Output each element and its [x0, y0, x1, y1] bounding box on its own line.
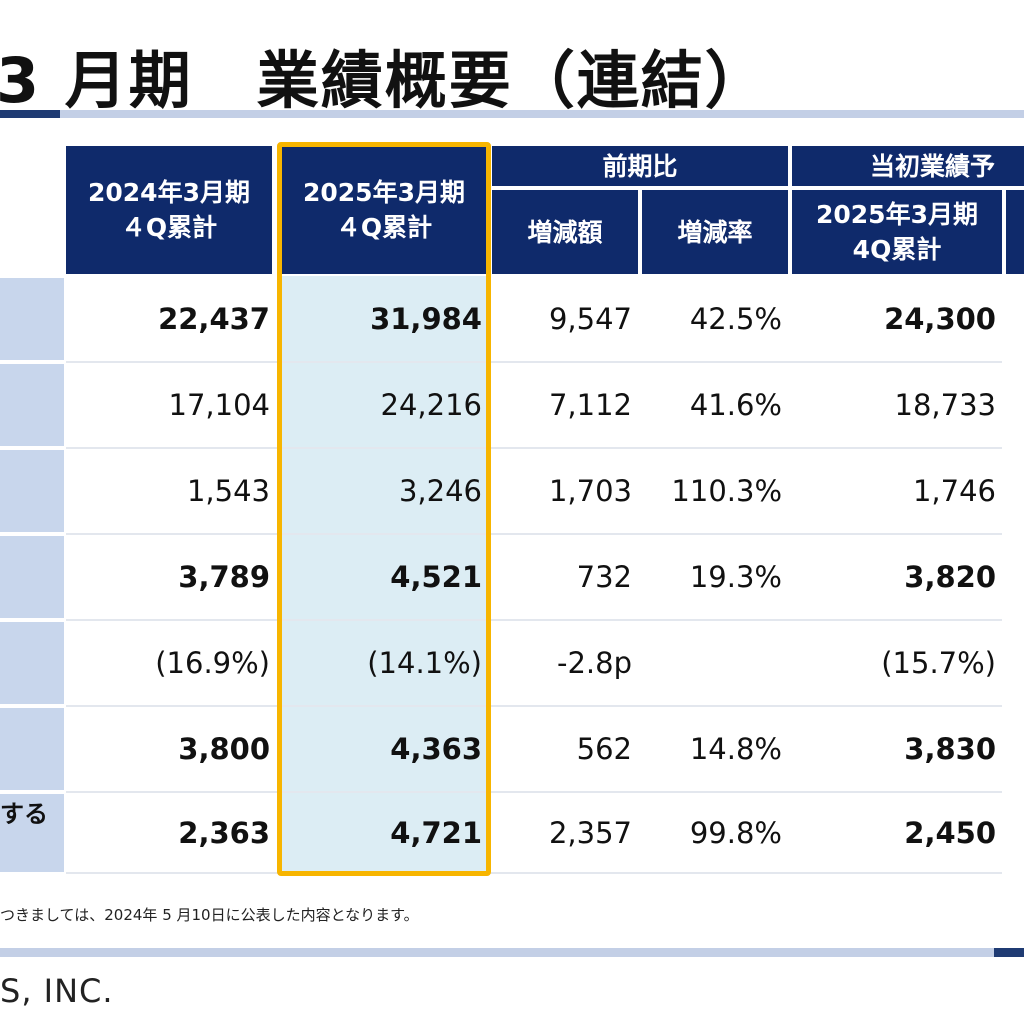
cell-fy2025: 24,216: [380, 388, 482, 422]
row-separator: [66, 533, 1002, 535]
company-name: S, INC.: [0, 972, 114, 1010]
cell-rate: 14.8%: [689, 732, 782, 766]
page-title: 3 月期 業績概要（連結）: [0, 44, 769, 117]
cell-fy2025: (14.1%): [367, 646, 482, 680]
cell-rate: 42.5%: [689, 302, 782, 336]
cell-rate: 110.3%: [671, 474, 782, 508]
row-label-3: [0, 450, 64, 532]
cell-rate: [642, 622, 788, 704]
cell-fy2025: 4,363: [390, 732, 482, 766]
header-fy2024: 2024年3月期 ４Q累計: [66, 146, 272, 274]
header-forecast-line2: 4Q累計: [852, 235, 942, 264]
row-separator: [66, 705, 1002, 707]
header-forecast-line1: 2025年3月期: [816, 200, 978, 229]
row-separator: [66, 447, 1002, 449]
cell-forecast: 1,746: [912, 474, 996, 508]
cell-fy2024: 17,104: [168, 388, 270, 422]
footnote: つきましては、2024年 5 月10日に公表した内容となります。: [0, 906, 419, 924]
footer-bar: [0, 948, 994, 957]
cell-diff: 732: [576, 560, 632, 594]
cell-diff: 2,357: [548, 816, 632, 850]
cell-fy2025: 4,521: [390, 560, 482, 594]
cell-forecast: 24,300: [884, 302, 996, 336]
cell-fy2024: 22,437: [158, 302, 270, 336]
cell-fy2024: 3,800: [178, 732, 270, 766]
cell-fy2024: 2,363: [178, 816, 270, 850]
row-label-6: [0, 708, 64, 790]
header-yoy-amount: 増減額: [492, 190, 638, 274]
header-fy2025-line1: 2025年3月期: [303, 178, 465, 207]
cell-diff: 1,703: [548, 474, 632, 508]
footer-bar-accent: [994, 948, 1024, 957]
cell-fy2024: 1,543: [186, 474, 270, 508]
cell-fy2025: 4,721: [390, 816, 482, 850]
cell-diff: 562: [576, 732, 632, 766]
cell-fy2025: 3,246: [398, 474, 482, 508]
row-separator: [66, 872, 1002, 874]
header-forecast-fy2025: 2025年3月期 4Q累計: [792, 190, 1002, 274]
row-label-5: [0, 622, 64, 704]
cell-rate: 19.3%: [689, 560, 782, 594]
header-fy2024-line2: ４Q累計: [120, 213, 218, 242]
header-forecast-next: [1006, 190, 1024, 274]
row-label-2: [0, 364, 64, 446]
header-fy2025: 2025年3月期 ４Q累計: [280, 146, 488, 274]
cell-fy2025: 31,984: [370, 302, 482, 336]
fy2025-highlight-frame: [277, 142, 491, 876]
row-separator: [66, 619, 1002, 621]
row-label-fragment: する: [0, 800, 48, 828]
header-yoy-rate: 増減率: [642, 190, 788, 274]
row-separator: [66, 791, 1002, 793]
title-underline-accent: [0, 110, 60, 118]
row-label-4: [0, 536, 64, 618]
header-forecast-group: 当初業績予: [792, 146, 1024, 186]
cell-rate: 99.8%: [689, 816, 782, 850]
cell-forecast: 3,820: [904, 560, 996, 594]
row-label-7: [0, 794, 64, 872]
cell-forecast: (15.7%): [881, 646, 996, 680]
cell-diff: 9,547: [548, 302, 632, 336]
fy2025-column-highlight: [280, 276, 488, 872]
row-separator: [66, 361, 1002, 363]
header-fy2024-line1: 2024年3月期: [88, 178, 250, 207]
header-yoy-group: 前期比: [492, 146, 788, 186]
row-label-1: [0, 278, 64, 360]
cell-diff: -2.8p: [557, 646, 632, 680]
cell-forecast: 2,450: [904, 816, 996, 850]
cell-rate: 41.6%: [689, 388, 782, 422]
cell-diff: 7,112: [548, 388, 632, 422]
title-underline: [60, 110, 1024, 118]
cell-fy2024: 3,789: [178, 560, 270, 594]
header-fy2025-line2: ４Q累計: [335, 213, 433, 242]
cell-fy2024: (16.9%): [155, 646, 270, 680]
cell-forecast: 3,830: [904, 732, 996, 766]
cell-forecast: 18,733: [894, 388, 996, 422]
